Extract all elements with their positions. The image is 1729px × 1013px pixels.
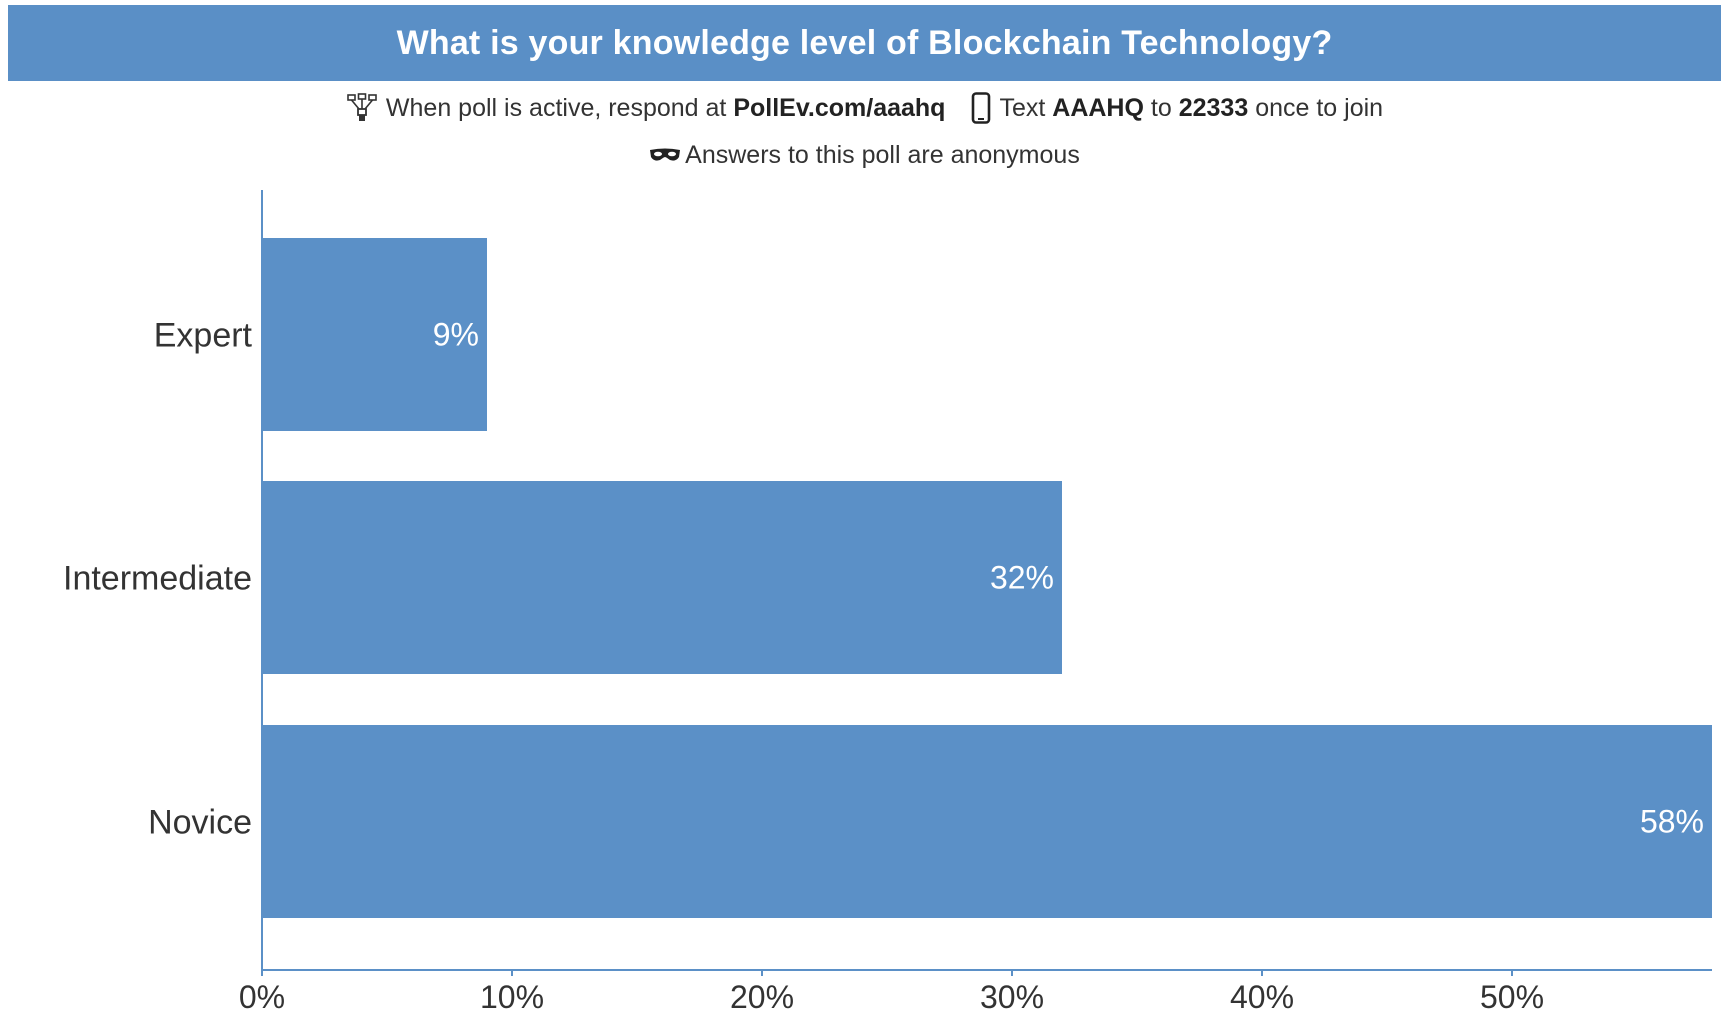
- respond-prefix: When poll is active, respond at: [385, 93, 727, 122]
- bar-value-label: 58%: [1640, 804, 1704, 840]
- bar-value-label: 9%: [433, 317, 479, 353]
- x-tick-label: 0%: [239, 979, 285, 1013]
- mask-icon: [650, 148, 681, 161]
- text-prefix: Text: [999, 93, 1046, 122]
- category-label: Intermediate: [63, 560, 252, 598]
- bar-expert: [262, 238, 487, 431]
- x-tick-label: 40%: [1230, 979, 1294, 1013]
- category-label: Expert: [154, 317, 253, 355]
- bar-value-label: 32%: [990, 560, 1054, 596]
- network-icon: [347, 93, 377, 121]
- text-suffix: once to join: [1255, 93, 1384, 122]
- join-instructions: When poll is active, respond at PollEv.c…: [0, 88, 1729, 128]
- poll-title: What is your knowledge level of Blockcha…: [396, 23, 1333, 62]
- respond-url[interactable]: PollEv.com/aaahq: [733, 93, 946, 122]
- x-tick-label: 20%: [730, 979, 794, 1013]
- text-number: 22333: [1178, 93, 1249, 122]
- title-bar: What is your knowledge level of Blockcha…: [8, 5, 1721, 81]
- text-code: AAAHQ: [1052, 93, 1144, 122]
- bar-novice: [262, 725, 1712, 918]
- x-tick-label: 10%: [480, 979, 544, 1013]
- x-tick-label: 30%: [980, 979, 1044, 1013]
- category-label: Novice: [148, 804, 252, 842]
- anonymous-line: Answers to this poll are anonymous: [0, 136, 1729, 174]
- bar-chart: 9% Expert 32% Intermediate 58% Novice 0% 10% 20%…: [63, 190, 1712, 1013]
- text-to: to: [1150, 93, 1172, 122]
- phone-icon: [972, 92, 991, 124]
- x-tick-label: 50%: [1480, 979, 1544, 1013]
- anonymous-note: Answers to this poll are anonymous: [685, 140, 1080, 169]
- bar-intermediate: [262, 481, 1062, 674]
